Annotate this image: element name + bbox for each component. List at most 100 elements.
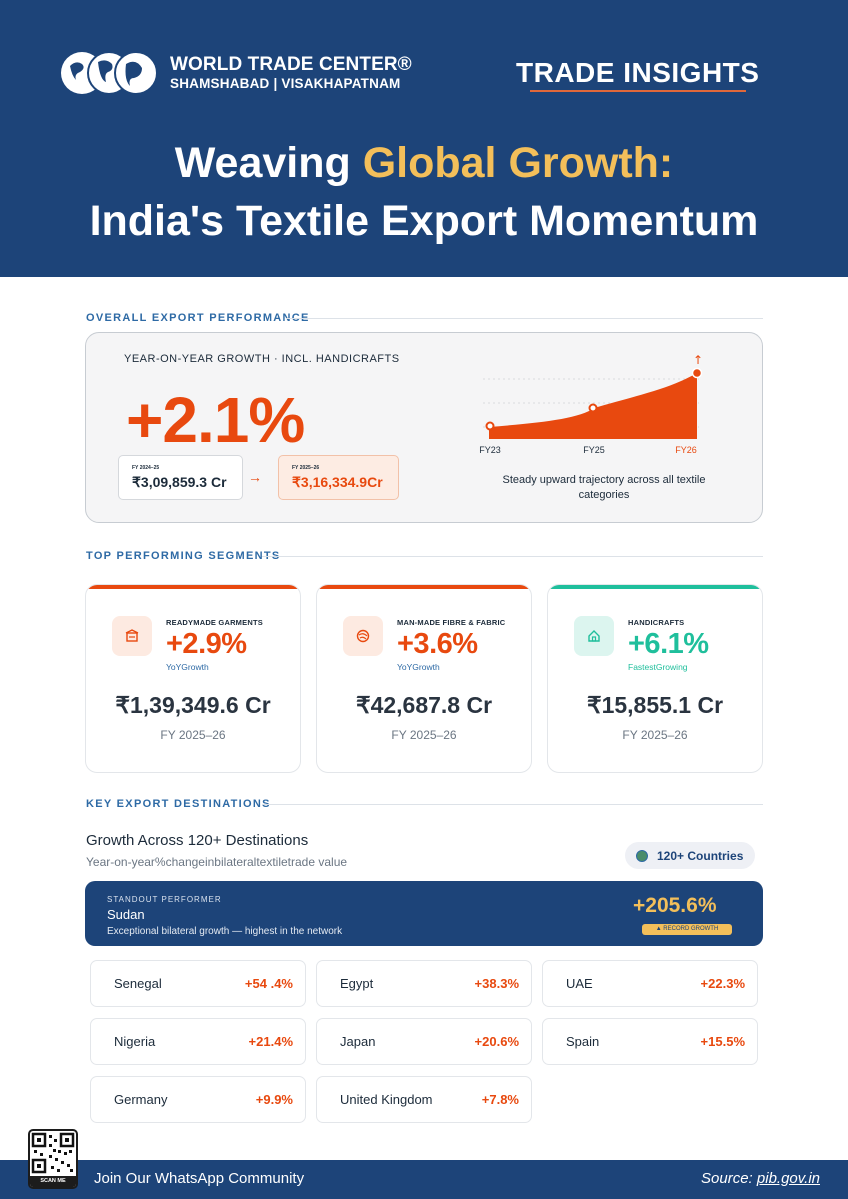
- country-card[interactable]: Senegal +54 .4%: [90, 960, 306, 1007]
- perf-subtitle: YEAR-ON-YEAR GROWTH · INCL. HANDICRAFTS: [124, 353, 400, 365]
- scan-me-label: SCAN ME: [30, 1176, 76, 1187]
- prev-caption: FY 2024–25: [132, 465, 160, 471]
- headline-part1: Weaving: [174, 139, 363, 187]
- badge-underline: [530, 90, 746, 92]
- chart-caption: Steady upward trajectory across all text…: [502, 474, 706, 501]
- up-arrow-icon: ↑: [693, 353, 703, 367]
- garment-icon: [112, 616, 152, 656]
- prev-value: ₹3,09,859.3 Cr: [132, 474, 227, 490]
- segment-card-fibre[interactable]: MAN-MADE FIBRE & FABRIC +3.6% YoYGrowth …: [316, 584, 532, 773]
- trend-chart: ↑ FY23 FY25 FY26: [479, 353, 703, 455]
- logo-line2: SHAMSHABAD | VISAKHAPATNAM: [170, 76, 401, 92]
- standout-country: Sudan: [107, 907, 145, 922]
- segment-category: HANDICRAFTS: [628, 618, 685, 627]
- globe-logo-icon: [61, 51, 158, 95]
- tick-label-fy25: FY25: [583, 445, 605, 455]
- curr-caption: FY 2025–26: [292, 465, 320, 471]
- country-name: Germany: [114, 1092, 168, 1107]
- country-growth: +22.3%: [700, 976, 745, 991]
- segment-note: YoYGrowth: [166, 662, 209, 672]
- country-name: Senegal: [114, 976, 162, 991]
- country-card[interactable]: Japan +20.6%: [316, 1018, 532, 1065]
- section-label-overall: OVERALL EXPORT PERFORMANCE: [86, 312, 310, 324]
- segment-growth: +2.9%: [166, 628, 247, 660]
- qr-code-icon: [31, 1132, 75, 1174]
- fabric-icon: [343, 616, 383, 656]
- divider: [286, 318, 763, 319]
- wtc-logo[interactable]: WORLD TRADE CENTER® SHAMSHABAD | VISAKHA…: [60, 48, 412, 98]
- standout-description: Exceptional bilateral growth — highest i…: [107, 926, 343, 937]
- country-growth: +15.5%: [700, 1034, 745, 1049]
- country-card[interactable]: Nigeria +21.4%: [90, 1018, 306, 1065]
- segment-accent-bar: [548, 585, 762, 589]
- country-growth: +7.8%: [481, 1092, 519, 1107]
- country-growth: +20.6%: [474, 1034, 519, 1049]
- header-banner: WORLD TRADE CENTER® SHAMSHABAD | VISAKHA…: [0, 0, 848, 277]
- segment-growth: +6.1%: [628, 628, 709, 660]
- headline-accent: Global Growth:: [362, 139, 674, 187]
- trade-insights-badge: TRADE INSIGHTS: [516, 57, 760, 88]
- segment-category: MAN-MADE FIBRE & FABRIC: [397, 618, 506, 627]
- page-title: Weaving Global Growth: India's Textile E…: [0, 134, 848, 250]
- segment-growth: +3.6%: [397, 628, 478, 660]
- segment-amount: ₹42,687.8 Cr: [355, 692, 493, 718]
- qr-code[interactable]: SCAN ME: [28, 1129, 78, 1189]
- segment-fy: FY 2025–26: [391, 728, 457, 742]
- country-growth: +21.4%: [248, 1034, 293, 1049]
- standout-caption: STANDOUT PERFORMER: [107, 895, 222, 904]
- segment-amount: ₹1,39,349.6 Cr: [115, 692, 271, 718]
- country-card[interactable]: Spain +15.5%: [542, 1018, 758, 1065]
- perf-growth: +2.1%: [126, 384, 305, 456]
- country-card[interactable]: Germany +9.9%: [90, 1076, 306, 1123]
- country-name: United Kingdom: [340, 1092, 433, 1107]
- logo-text: WORLD TRADE CENTER® SHAMSHABAD | VISAKHA…: [170, 55, 412, 91]
- segment-fy: FY 2025–26: [622, 728, 688, 742]
- footer-bar: Join Our WhatsApp Community Source: pib.…: [0, 1160, 848, 1199]
- home-icon: [574, 616, 614, 656]
- overall-performance-card: YEAR-ON-YEAR GROWTH · INCL. HANDICRAFTS …: [85, 332, 763, 523]
- record-growth-pill: ▲ RECORD GROWTH: [642, 924, 732, 935]
- segment-card-handicrafts[interactable]: HANDICRAFTS +6.1% FastestGrowing ₹15,855…: [547, 584, 763, 773]
- chart-point-fy23: [485, 421, 495, 431]
- chart-point-fy25: [588, 403, 598, 413]
- country-growth: +9.9%: [255, 1092, 293, 1107]
- segment-category: READYMADE GARMENTS: [166, 618, 263, 627]
- country-card[interactable]: Egypt +38.3%: [316, 960, 532, 1007]
- segment-amount: ₹15,855.1 Cr: [586, 692, 724, 718]
- segment-card-garments[interactable]: READYMADE GARMENTS +2.9% YoYGrowth ₹1,39…: [85, 584, 301, 773]
- source-link[interactable]: pib.gov.in: [756, 1170, 820, 1187]
- globe-icon: [636, 849, 648, 862]
- chart-point-fy26: [691, 367, 703, 379]
- segment-accent-bar: [86, 585, 300, 589]
- prev-value-box: FY 2024–25 ₹3,09,859.3 Cr: [118, 455, 243, 500]
- countries-badge-label: 120+ Countries: [657, 848, 744, 863]
- segment-note: FastestGrowing: [628, 662, 688, 672]
- whatsapp-community-link[interactable]: Join Our WhatsApp Community: [94, 1170, 305, 1187]
- divider: [262, 804, 763, 805]
- country-name: Nigeria: [114, 1034, 156, 1049]
- country-name: Spain: [566, 1034, 600, 1049]
- logo-line1: WORLD TRADE CENTER®: [170, 54, 412, 76]
- section-label-segments: TOP PERFORMING SEGMENTS: [86, 550, 281, 562]
- standout-growth: +205.6%: [633, 894, 717, 917]
- section-label-destinations: KEY EXPORT DESTINATIONS: [86, 798, 271, 810]
- country-name: UAE: [566, 976, 593, 991]
- arrow-right-icon: →: [248, 469, 262, 485]
- country-card[interactable]: United Kingdom +7.8%: [316, 1076, 532, 1123]
- destinations-title: Growth Across 120+ Destinations: [86, 832, 309, 849]
- source-prefix: Source:: [701, 1170, 757, 1187]
- tick-label-fy26: FY26: [675, 445, 697, 455]
- destinations-subtitle: Year-on-year%changeinbilateraltextiletra…: [86, 855, 348, 869]
- curr-value-box: FY 2025–26 ₹3,16,334.9Cr: [278, 455, 399, 500]
- country-growth: +38.3%: [474, 976, 519, 991]
- source-text: Source: pib.gov.in: [701, 1170, 820, 1187]
- segment-fy: FY 2025–26: [160, 728, 226, 742]
- country-growth: +54 .4%: [244, 976, 293, 991]
- country-name: Japan: [340, 1034, 376, 1049]
- countries-badge: 120+ Countries: [625, 842, 755, 869]
- tick-label-fy23: FY23: [479, 445, 501, 455]
- country-card[interactable]: UAE +22.3%: [542, 960, 758, 1007]
- standout-performer-card: STANDOUT PERFORMER Sudan Exceptional bil…: [85, 881, 763, 946]
- curr-value: ₹3,16,334.9Cr: [292, 474, 383, 490]
- headline-line2: India's Textile Export Momentum: [89, 197, 759, 245]
